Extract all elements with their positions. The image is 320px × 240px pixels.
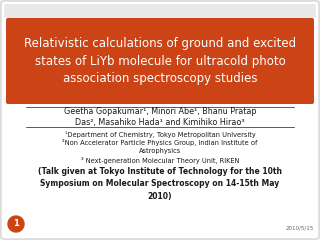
- Text: (Talk given at Tokyo Institute of Technology for the 10th
Symposium on Molecular: (Talk given at Tokyo Institute of Techno…: [38, 167, 282, 201]
- Text: ¹Department of Chemistry, Tokyo Metropolitan University: ¹Department of Chemistry, Tokyo Metropol…: [65, 131, 255, 138]
- Text: ³ Next-generation Molecular Theory Unit, RIKEN: ³ Next-generation Molecular Theory Unit,…: [81, 157, 239, 164]
- Circle shape: [8, 216, 24, 232]
- Bar: [4, 4, 316, 18]
- Text: 2010/5/15: 2010/5/15: [286, 225, 314, 230]
- Text: Das², Masahiko Hada¹ and Kimihiko Hirao³: Das², Masahiko Hada¹ and Kimihiko Hirao³: [75, 118, 245, 126]
- Text: ²Non Accelerator Particle Physics Group, Indian Institute of
Astrophysics: ²Non Accelerator Particle Physics Group,…: [62, 139, 258, 155]
- Text: 1: 1: [13, 220, 19, 228]
- Text: Relativistic calculations of ground and excited
states of LiYb molecule for ultr: Relativistic calculations of ground and …: [24, 37, 296, 85]
- FancyBboxPatch shape: [6, 18, 314, 104]
- Text: Geetha Gopakumar¹, Minori Abe¹, Bhanu Pratap: Geetha Gopakumar¹, Minori Abe¹, Bhanu Pr…: [64, 108, 256, 116]
